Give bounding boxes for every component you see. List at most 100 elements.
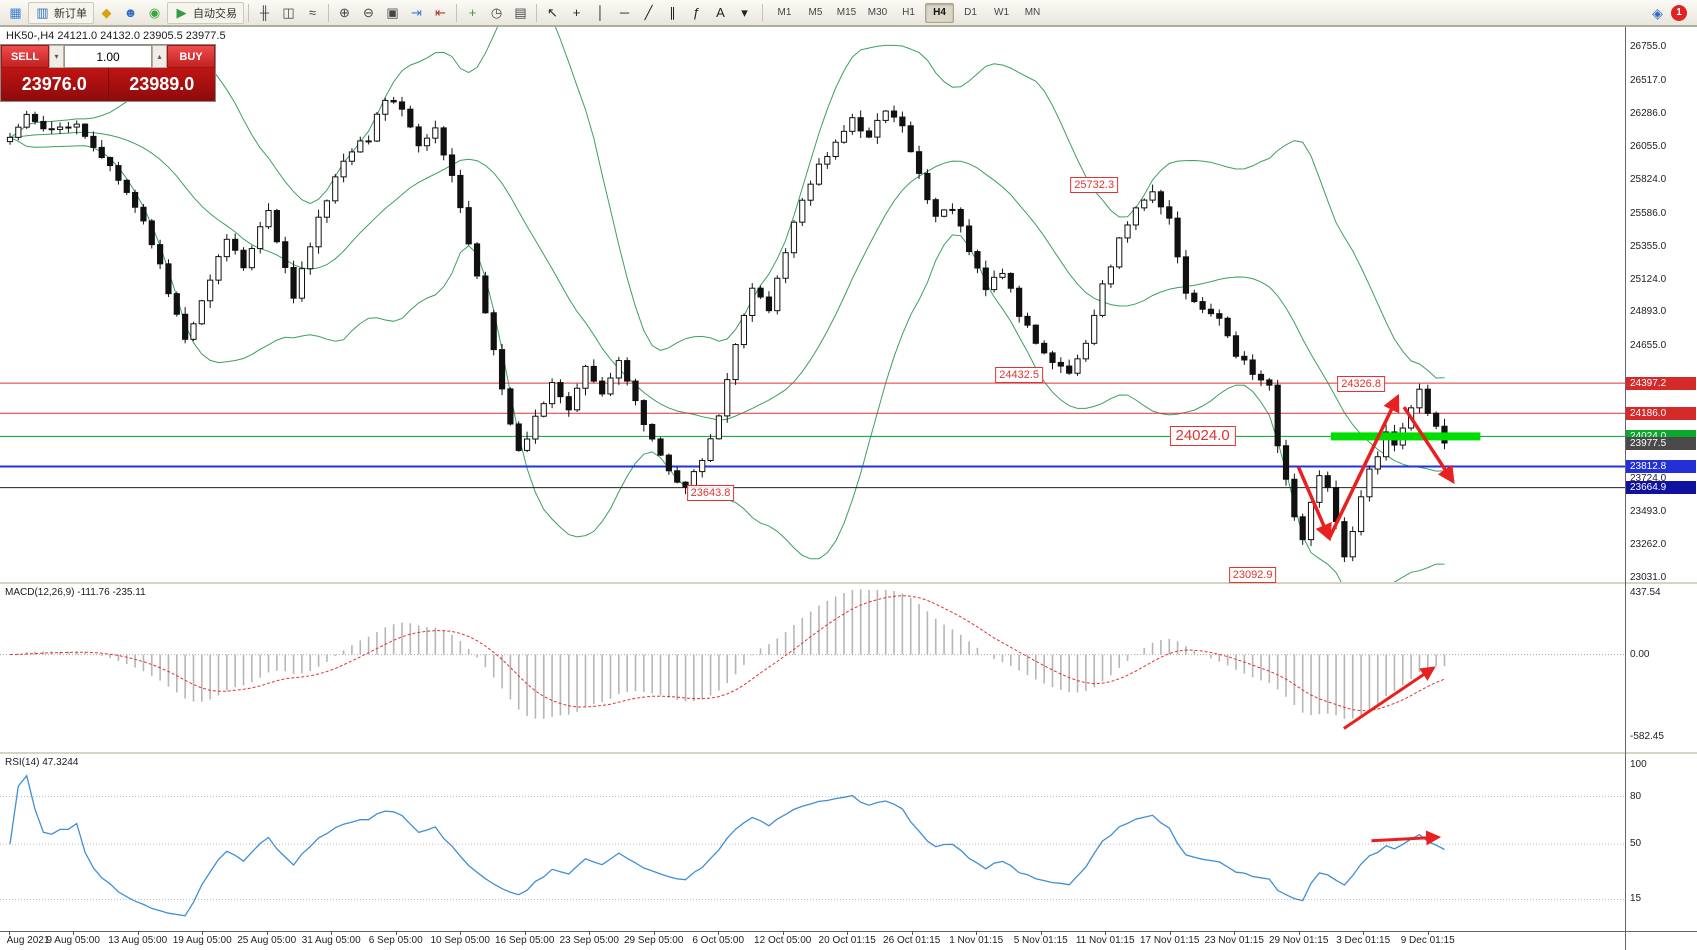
x-axis-tick xyxy=(782,931,784,935)
buy-button[interactable]: BUY xyxy=(167,45,215,68)
price-level-badge: 23812.8 xyxy=(1626,460,1696,474)
templates-button[interactable]: ▤ xyxy=(509,2,532,24)
candlestick-button[interactable]: ◫ xyxy=(277,2,300,24)
x-axis-label: Aug 2021 xyxy=(6,935,50,946)
price-annotation: 24432.5 xyxy=(995,366,1044,383)
x-axis-label: 29 Nov 01:15 xyxy=(1268,935,1329,946)
x-axis-label: 26 Oct 01:15 xyxy=(883,935,941,946)
x-axis-tick xyxy=(331,931,333,935)
timeframe-m5[interactable]: M5 xyxy=(808,6,823,18)
buy-price[interactable]: 23989.0 xyxy=(129,74,195,94)
new-chart-button[interactable]: ▦ xyxy=(4,2,27,24)
x-axis-tick xyxy=(911,931,913,935)
timeframe-m15[interactable]: M15 xyxy=(836,6,857,18)
community-button[interactable]: ☻ xyxy=(119,2,142,24)
x-axis-label: 23 Sep 05:00 xyxy=(559,935,619,946)
price-level-badge: 23664.9 xyxy=(1626,481,1696,495)
sell-button[interactable]: SELL xyxy=(1,45,49,68)
trendline-button[interactable]: ╱ xyxy=(637,2,660,24)
x-axis-tick xyxy=(1105,931,1107,935)
chart-shift-button[interactable]: ⇤ xyxy=(429,2,452,24)
rsi-axis-label: 100 xyxy=(1630,759,1647,771)
x-axis-tick xyxy=(976,931,978,935)
y-axis-label: 23031.0 xyxy=(1630,572,1667,583)
tile-windows-button[interactable]: ▣ xyxy=(381,2,404,24)
line-chart-icon: ≈ xyxy=(308,4,317,20)
vertical-line-button[interactable]: │ xyxy=(589,2,612,24)
timeframe-h4[interactable]: H4 xyxy=(925,2,954,23)
y-axis-label: 26055.0 xyxy=(1630,140,1667,152)
toolbar-group-tools: + ◷ ▤ xyxy=(461,2,532,24)
timeframe-m1[interactable]: M1 xyxy=(777,6,792,18)
timeframe-h1[interactable]: H1 xyxy=(902,6,915,18)
auto-scroll-button[interactable]: ⇥ xyxy=(405,2,428,24)
clock-icon: ◷ xyxy=(490,4,503,20)
x-axis-tick xyxy=(266,931,268,935)
timeframe-mn[interactable]: MN xyxy=(1024,6,1041,18)
timeframe-group: M1 M5 M15 M30 H1 H4 D1 W1 MN xyxy=(769,2,1048,23)
x-axis-tick xyxy=(395,931,397,935)
x-axis-label: 29 Sep 05:00 xyxy=(623,935,684,946)
x-axis-tick xyxy=(1298,931,1300,935)
volume-decrease-button[interactable]: ▾ xyxy=(49,45,64,68)
y-axis-label: 23493.0 xyxy=(1630,506,1667,518)
x-axis-tick xyxy=(1427,931,1429,935)
x-axis-tick xyxy=(847,931,849,935)
x-axis-label: 16 Sep 05:00 xyxy=(494,935,555,946)
toolbar-separator xyxy=(248,3,249,22)
price-annotation: 24326.8 xyxy=(1337,376,1385,393)
tile-windows-icon: ▣ xyxy=(386,4,399,20)
one-click-trading-panel: SELL ▾ ▴ BUY 23976.0 23989.0 xyxy=(0,44,216,102)
horizontal-line-button[interactable]: ─ xyxy=(613,2,636,24)
vertical-line-icon: │ xyxy=(596,4,605,20)
periods-button[interactable]: ◷ xyxy=(485,2,508,24)
market-button[interactable]: ◉ xyxy=(143,2,166,24)
x-axis-tick xyxy=(524,931,526,935)
indicators-button[interactable]: + xyxy=(461,2,484,24)
x-axis-label: 19 Aug 05:00 xyxy=(172,935,232,946)
cursor-button[interactable]: ↖ xyxy=(541,2,564,24)
candlestick-icon: ◫ xyxy=(282,4,295,20)
crosshair-button[interactable]: + xyxy=(565,2,588,24)
fibonacci-button[interactable]: ƒ xyxy=(685,2,708,24)
y-axis-label: 25124.0 xyxy=(1630,273,1667,285)
x-axis-label: 17 Nov 01:15 xyxy=(1139,935,1200,946)
price-divider xyxy=(107,68,109,101)
market-icon: ◉ xyxy=(148,4,161,20)
price-annotation: 23643.8 xyxy=(686,485,735,502)
timeframe-m30[interactable]: M30 xyxy=(867,6,888,18)
zoom-out-button[interactable]: ⊖ xyxy=(357,2,380,24)
x-axis-label: 5 Nov 01:15 xyxy=(1013,935,1068,946)
timeframe-w1[interactable]: W1 xyxy=(994,6,1009,18)
channel-button[interactable]: ∥ xyxy=(661,2,684,24)
zoom-out-icon: ⊖ xyxy=(363,4,374,20)
x-axis-label: 6 Sep 05:00 xyxy=(368,935,423,946)
volume-increase-button[interactable]: ▴ xyxy=(152,45,167,68)
toolbar-group-chart-type: ╫ ◫ ≈ xyxy=(253,2,324,24)
timeframe-d1[interactable]: D1 xyxy=(964,6,977,18)
price-annotation: 24024.0 xyxy=(1169,426,1236,447)
deposit-button[interactable]: ◆ xyxy=(95,2,118,24)
zoom-in-button[interactable]: ⊕ xyxy=(333,2,356,24)
x-axis-tick xyxy=(8,931,10,935)
community-icon: ☻ xyxy=(123,4,138,20)
trendline-icon: ╱ xyxy=(644,4,653,20)
x-axis-tick xyxy=(460,931,462,935)
line-chart-button[interactable]: ≈ xyxy=(301,2,324,24)
new-order-button[interactable]: ▥ 新订单 xyxy=(28,1,94,24)
rsi-indicator-label: RSI(14) 47.3244 xyxy=(5,757,79,768)
x-axis-label: 6 Oct 05:00 xyxy=(692,935,745,946)
volume-input[interactable] xyxy=(64,45,152,68)
autotrade-button[interactable]: ▶ 自动交易 xyxy=(167,1,244,24)
search-icon[interactable]: ◈ xyxy=(1652,4,1663,21)
toolbar-group-draw: ↖ + │ ─ ╱ ∥ ƒ A ▾ xyxy=(541,2,756,24)
bar-chart-button[interactable]: ╫ xyxy=(253,2,276,24)
notifications-badge[interactable]: 1 xyxy=(1671,4,1687,21)
text-button[interactable]: A xyxy=(709,2,732,24)
rsi-axis-label: 50 xyxy=(1630,838,1642,850)
x-axis-label: 23 Nov 01:15 xyxy=(1204,935,1264,946)
arrows-menu-button[interactable]: ▾ xyxy=(733,2,756,24)
sell-price[interactable]: 23976.0 xyxy=(21,74,87,94)
